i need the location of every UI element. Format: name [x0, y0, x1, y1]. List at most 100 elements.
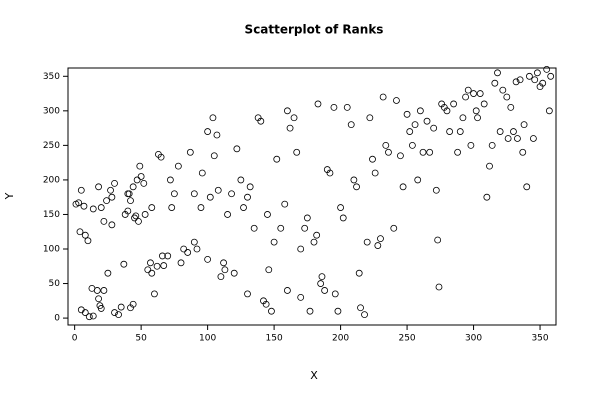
point	[115, 311, 122, 319]
point	[297, 245, 305, 253]
y-tick-label: 200	[43, 175, 60, 185]
point	[545, 107, 553, 115]
point	[331, 290, 339, 298]
point	[330, 103, 338, 111]
point	[337, 204, 344, 211]
point	[141, 211, 149, 218]
y-tick-label: 300	[43, 106, 60, 116]
point	[293, 148, 301, 156]
point	[265, 266, 273, 274]
point	[220, 259, 227, 267]
point	[355, 269, 363, 277]
point	[435, 283, 443, 291]
point	[507, 103, 515, 111]
point	[390, 224, 398, 232]
point	[446, 128, 454, 135]
point	[237, 176, 245, 184]
point	[100, 287, 108, 294]
point	[313, 231, 321, 239]
x-tick-label: 100	[199, 334, 216, 344]
point	[416, 107, 424, 115]
point	[430, 124, 438, 132]
point	[89, 205, 97, 213]
point	[147, 259, 154, 267]
y-axis-label: Y	[3, 192, 16, 200]
y-tick-label: 0	[54, 314, 60, 324]
point	[539, 79, 547, 87]
point	[273, 155, 281, 163]
point	[270, 238, 278, 246]
point	[108, 193, 116, 201]
point	[357, 304, 364, 312]
point	[153, 262, 161, 270]
point	[361, 311, 368, 319]
point	[197, 204, 205, 211]
point	[496, 128, 504, 135]
point	[486, 162, 493, 170]
x-tick-label: 350	[531, 334, 548, 344]
point	[174, 162, 182, 170]
x-tick-label: 250	[398, 334, 415, 344]
point	[230, 269, 238, 277]
point	[124, 207, 132, 215]
point	[184, 249, 192, 256]
point	[510, 128, 517, 135]
point	[504, 135, 512, 142]
x-tick-label: 0	[72, 334, 78, 344]
x-axis-label: X	[310, 369, 318, 382]
point	[76, 228, 84, 236]
point	[350, 176, 358, 184]
point	[374, 242, 382, 249]
point	[277, 224, 285, 232]
point	[393, 97, 400, 104]
y-tick-label: 100	[43, 245, 60, 255]
point	[353, 183, 360, 191]
point	[228, 190, 235, 198]
y-tick-label: 250	[43, 141, 60, 151]
point	[426, 148, 434, 156]
point	[117, 303, 125, 311]
point	[314, 100, 322, 108]
point	[434, 236, 442, 244]
point	[523, 183, 531, 191]
point	[547, 72, 555, 80]
point	[124, 190, 132, 198]
point	[533, 69, 541, 77]
point	[385, 148, 392, 156]
point	[297, 293, 305, 301]
point	[529, 135, 537, 142]
point	[84, 237, 92, 245]
point	[470, 90, 477, 97]
point	[306, 307, 314, 315]
point	[131, 214, 138, 222]
x-tick-label: 200	[332, 334, 349, 344]
point	[246, 183, 254, 191]
point	[97, 305, 105, 312]
point	[129, 183, 137, 191]
point	[268, 307, 275, 315]
point	[474, 114, 481, 122]
point	[462, 93, 469, 101]
point	[95, 295, 102, 303]
point	[290, 114, 298, 122]
point	[140, 179, 148, 187]
point	[111, 309, 118, 316]
point	[516, 76, 524, 84]
y-tick-label: 350	[43, 72, 60, 82]
point	[459, 114, 467, 122]
point	[170, 190, 178, 198]
point	[317, 280, 325, 287]
chart-title: Scatterplot of Ranks	[245, 23, 384, 37]
point	[75, 199, 83, 207]
point	[414, 176, 422, 184]
point	[95, 183, 102, 191]
point	[168, 204, 176, 211]
point	[148, 269, 156, 277]
point	[382, 141, 390, 149]
point	[408, 141, 416, 149]
point	[379, 93, 387, 101]
point	[321, 287, 329, 294]
point	[443, 107, 451, 115]
point	[164, 252, 172, 260]
point	[488, 141, 496, 149]
